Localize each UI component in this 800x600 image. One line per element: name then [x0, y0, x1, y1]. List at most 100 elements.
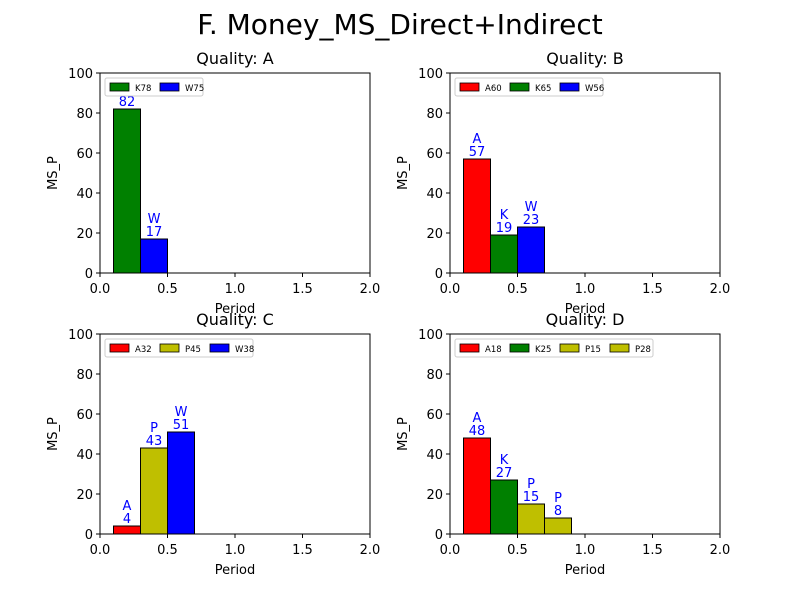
y-tick-label: 60 — [426, 408, 443, 423]
x-axis-label: Period — [565, 302, 606, 317]
legend: A32 P45 W38 — [104, 338, 254, 358]
x-tick-label: 2.0 — [360, 543, 381, 558]
y-tick-label: 40 — [76, 187, 93, 202]
y-tick-label: 0 — [435, 267, 443, 282]
y-tick-label: 20 — [76, 227, 93, 242]
bar-W75 — [140, 238, 168, 274]
x-tick-label: 0.0 — [440, 282, 461, 297]
legend-swatch — [209, 343, 230, 353]
x-axis-label: Period — [565, 563, 606, 578]
y-tick-label: 100 — [68, 67, 93, 82]
y-tick-label: 80 — [76, 107, 93, 122]
x-tick-label: 2.0 — [710, 282, 731, 297]
y-tick-label: 60 — [76, 408, 93, 423]
bar-K78 — [113, 108, 141, 274]
y-tick-label: 0 — [85, 528, 93, 543]
bar-value-label: 15 — [523, 490, 540, 505]
y-tick-label: 20 — [426, 488, 443, 503]
x-tick-label: 1.5 — [292, 543, 313, 558]
y-tick-label: 80 — [426, 368, 443, 383]
bar-letter-label: W — [525, 200, 538, 215]
legend-swatch — [509, 343, 530, 353]
legend-box — [104, 77, 204, 97]
x-tick-label: 0.0 — [440, 543, 461, 558]
y-axis-label: MS_P — [396, 156, 411, 190]
legend-entry: A18 — [485, 345, 502, 355]
x-tick-label: 0.5 — [507, 282, 528, 297]
legend-entry: A32 — [135, 345, 152, 355]
bar-P15 — [517, 503, 545, 535]
legend-entry: K25 — [535, 345, 551, 355]
y-tick-label: 40 — [76, 448, 93, 463]
bar-A60 — [463, 158, 491, 274]
bar-value-label: 8 — [554, 504, 562, 519]
x-tick-label: 0.0 — [90, 282, 111, 297]
bar-W38 — [167, 431, 195, 535]
legend-swatch — [459, 343, 480, 353]
subplot-title: Quality: A — [196, 49, 273, 68]
bar-letter-label: A — [473, 411, 482, 426]
bar-value-label: 48 — [469, 424, 486, 439]
x-tick-label: 1.0 — [225, 543, 246, 558]
legend: A60 K65 W56 — [454, 77, 604, 97]
legend-swatch — [459, 82, 480, 92]
bar-value-label: 19 — [496, 221, 513, 236]
subplot-2: Quality: B A57 K19 W23 0.0 0.5 1.0 1.5 2.0 0 20 40 6… — [396, 49, 730, 317]
legend-swatch — [559, 82, 580, 92]
legend-entry: A60 — [485, 84, 502, 94]
bar-letter-label: P — [554, 491, 562, 506]
x-tick-label: 1.0 — [575, 282, 596, 297]
bar-K25 — [490, 479, 518, 535]
legend-swatch — [159, 343, 180, 353]
x-tick-label: 1.0 — [225, 282, 246, 297]
bar-letter-label: P — [150, 421, 158, 436]
y-tick-label: 40 — [426, 448, 443, 463]
y-tick-label: 20 — [426, 227, 443, 242]
y-axis-label: MS_P — [46, 156, 61, 190]
bar-value-label: 17 — [146, 225, 163, 240]
bar-letter-label: W — [175, 405, 188, 420]
subplot-1: Quality: A 82 W17 0.0 0.5 1.0 1.5 2.0 0 20 40 60 80 1… — [46, 49, 380, 317]
subplot-title: Quality: D — [546, 310, 625, 329]
y-axis-label: MS_P — [396, 417, 411, 451]
x-tick-label: 1.5 — [292, 282, 313, 297]
x-tick-label: 2.0 — [710, 543, 731, 558]
bar-letter-label: P — [527, 477, 535, 492]
y-tick-label: 80 — [76, 368, 93, 383]
legend-entry: K65 — [535, 84, 551, 94]
legend-swatch — [609, 343, 630, 353]
subplot-title: Quality: C — [196, 310, 274, 329]
bar-letter-label: K — [500, 208, 509, 223]
legend: A18 K25 P15 P28 — [454, 338, 654, 358]
x-tick-label: 2.0 — [360, 282, 381, 297]
x-tick-label: 0.5 — [507, 543, 528, 558]
x-axis-label: Period — [215, 302, 256, 317]
legend-entry: W75 — [185, 84, 204, 94]
bar-P28 — [544, 517, 572, 535]
figure-title: F. Money_MS_Direct+Indirect — [197, 8, 603, 41]
y-tick-label: 60 — [76, 147, 93, 162]
legend-swatch — [159, 82, 180, 92]
legend-entry: P45 — [185, 345, 201, 355]
bar-value-label: 4 — [123, 512, 131, 527]
bar-value-label: 23 — [523, 213, 540, 228]
y-tick-label: 100 — [418, 67, 443, 82]
y-tick-label: 20 — [76, 488, 93, 503]
x-tick-label: 0.5 — [157, 543, 178, 558]
y-tick-label: 40 — [426, 187, 443, 202]
legend-entry: W56 — [585, 84, 604, 94]
legend-box — [454, 338, 654, 358]
y-tick-label: 0 — [85, 267, 93, 282]
legend-swatch — [109, 82, 130, 92]
legend-entry: K78 — [135, 84, 151, 94]
bar-K65 — [490, 234, 518, 274]
bar-A18 — [463, 437, 491, 535]
x-tick-label: 1.5 — [642, 543, 663, 558]
bar-letter-label: A — [473, 132, 482, 147]
legend: K78 W75 — [104, 77, 204, 97]
bar-P45 — [140, 447, 168, 535]
x-tick-label: 1.5 — [642, 282, 663, 297]
legend-entry: P15 — [585, 345, 601, 355]
subplot-3: Quality: C A4 P43 W51 0.0 0.5 1.0 1.5 2.0 0 20 40 60… — [46, 310, 380, 578]
